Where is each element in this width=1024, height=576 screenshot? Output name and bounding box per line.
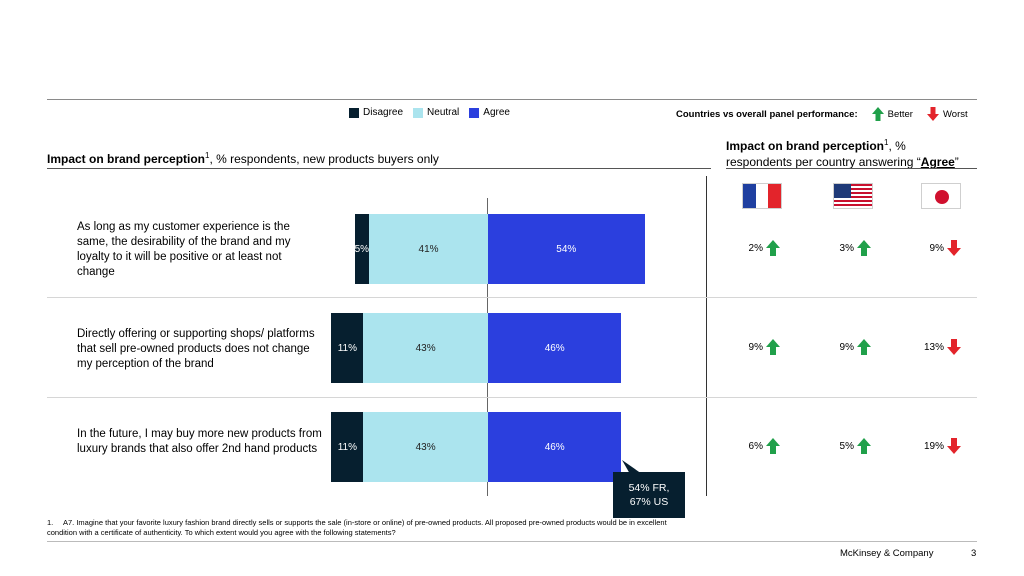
data-label-neutral-row-2: 43% [415,342,436,354]
legend-item-agree: Agree [469,107,510,118]
legend-item-neutral: Neutral [413,107,459,118]
arrow-up-icon [871,107,884,121]
panel-performance-label: Countries vs overall panel performance: [676,108,858,120]
legend-label-neutral: Neutral [427,107,460,118]
callout-annotation: 54% FR, 67% US [613,472,685,518]
left-title-rest: , % respondents, new products buyers onl… [209,152,439,166]
legend-swatch-agree [469,107,480,118]
country-value-usa-row-1: 3% [839,243,854,254]
callout-pointer [622,460,642,474]
flag-france-icon [742,183,782,209]
worst-key: Worst [926,107,968,121]
right-title-line2-suffix: ” [954,155,959,169]
data-label-agree-row-2: 46% [544,342,565,354]
right-title-sup: 1 [884,138,889,147]
arrow-up-icon [766,240,780,256]
bar-neutral-row-2: 43% [363,313,488,383]
data-label-disagree-row-1: 5% [354,243,370,255]
arrow-down-icon [947,339,961,355]
arrow-up-icon [766,438,780,454]
flag-usa-icon [833,183,873,209]
bar-agree-row-2: 46% [488,313,622,383]
left-title-sup: 1 [205,151,210,160]
callout-text: 54% FR, 67% US [628,482,670,508]
bar-disagree-row-1: 5% [354,214,370,284]
bar-disagree-row-3: 11% [331,412,364,482]
chart-legend: Disagree Neutral Agree [349,107,520,118]
arrow-down-icon [947,240,961,256]
left-chart-title: Impact on brand perception1, % responden… [47,151,439,166]
statement-2: Directly offering or supporting shops/ p… [77,328,315,370]
bar-agree-row-1: 54% [488,214,645,284]
footnote-text: A7. Imagine that your favorite luxury fa… [47,518,667,537]
country-value-france-row-1: 2% [748,243,763,254]
legend-label-disagree: Disagree [363,107,404,118]
right-title-rest: , % [888,139,906,153]
country-value-france-row-2: 9% [748,342,763,353]
footer-page-number: 3 [971,548,977,559]
right-title-bold: Impact on brand perception [726,139,885,153]
left-title-bold: Impact on brand perception [47,152,206,166]
country-value-usa-row-2: 9% [839,342,854,353]
bar-neutral-row-1: 41% [369,214,488,284]
data-label-disagree-row-2: 11% [337,342,357,354]
arrow-up-icon [857,339,871,355]
right-chart-title: Impact on brand perception1, % responden… [726,135,996,170]
arrow-up-icon [766,339,780,355]
legend-item-disagree: Disagree [349,107,403,118]
bar-neutral-row-3: 43% [363,412,488,482]
right-title-underline [726,168,977,169]
data-label-neutral-row-1: 41% [418,243,439,255]
data-label-agree-row-1: 54% [556,243,577,255]
panel-performance-legend: Countries vs overall panel performance: … [676,107,968,121]
legend-swatch-disagree [349,107,359,118]
bar-agree-row-3: 46% [488,412,622,482]
row-separator-2 [47,397,977,398]
footnote-number: 1. [47,518,54,527]
footnote: 1. A7. Imagine that your favorite luxury … [47,518,667,538]
arrow-down-icon [947,438,961,454]
bottom-divider [47,541,977,542]
left-title-underline [47,168,711,169]
arrow-down-icon [926,107,939,121]
section-separator [706,176,707,496]
statement-1: As long as my customer experience is the… [77,221,291,278]
country-value-usa-row-3: 5% [839,441,854,452]
flag-japan-icon [921,183,961,209]
row-separator-1 [47,297,977,298]
worst-label: Worst [942,108,968,120]
legend-label-agree: Agree [483,107,510,118]
data-label-disagree-row-3: 11% [337,441,357,453]
data-label-agree-row-3: 46% [544,441,565,453]
arrow-up-icon [857,240,871,256]
country-value-japan-row-2: 13% [923,342,944,353]
top-divider [47,99,977,100]
country-value-japan-row-3: 19% [923,441,944,452]
better-key: Better [871,107,913,121]
right-title-line2-prefix: respondents per country answering “ [726,155,921,169]
legend-swatch-neutral [413,107,424,118]
arrow-up-icon [857,438,871,454]
country-value-france-row-3: 6% [748,441,763,452]
footer-company: McKinsey & Company [840,548,934,559]
statement-3: In the future, I may buy more new produc… [77,428,322,455]
better-label: Better [887,108,913,120]
data-label-neutral-row-3: 43% [415,441,436,453]
right-title-emph: Agree [920,155,955,169]
country-value-japan-row-1: 9% [929,243,944,254]
bar-disagree-row-2: 11% [331,313,364,383]
